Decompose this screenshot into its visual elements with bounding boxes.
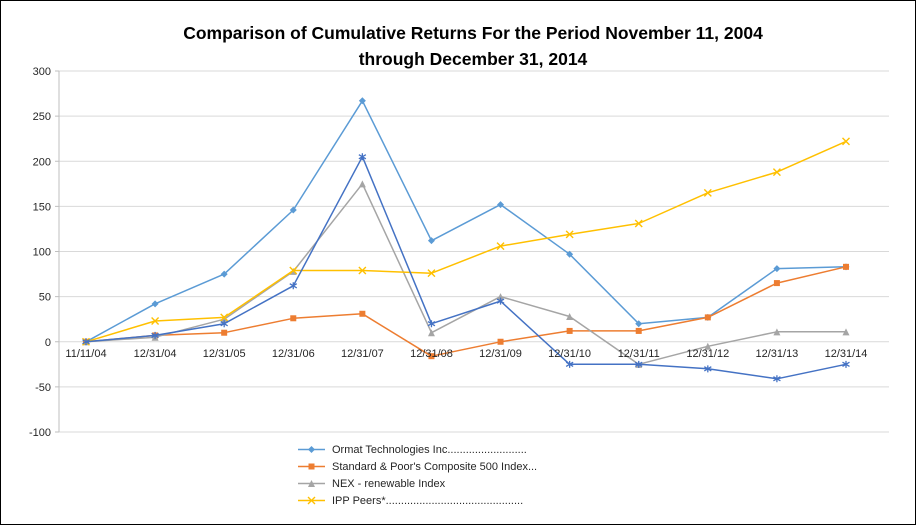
chart-title-line1: Comparison of Cumulative Returns For the… — [183, 23, 763, 43]
series-marker-1 — [497, 338, 504, 345]
legend-marker-nex — [298, 480, 325, 487]
series-marker-4 — [151, 331, 159, 339]
series-marker-3 — [772, 168, 781, 177]
series-marker-2 — [773, 328, 781, 336]
series-marker-3 — [289, 266, 298, 275]
series-marker-4 — [220, 320, 229, 328]
series-marker-0 — [289, 206, 297, 214]
series-marker-4 — [842, 360, 850, 368]
legend-swatch-marker — [308, 463, 315, 470]
legend-marker-sp500 — [298, 463, 325, 470]
legend-item-sp500: Standard & Poor's Composite 500 Index... — [297, 460, 537, 473]
series-marker-3 — [842, 137, 850, 146]
x-axis-label: 12/31/04 — [134, 348, 177, 360]
y-axis-label: 0 — [45, 337, 51, 349]
series-marker-0 — [358, 97, 366, 105]
x-axis-label: 11/11/04 — [65, 348, 106, 360]
series-marker-4 — [773, 375, 781, 383]
x-axis-label: 12/31/14 — [825, 348, 868, 360]
legend-item-nex: NEX - renewable Index — [297, 477, 537, 490]
series-marker-4 — [427, 320, 436, 328]
series-marker-3 — [427, 269, 436, 278]
series-marker-3 — [565, 230, 574, 239]
series-line-1 — [85, 266, 847, 357]
chart-title: Comparison of Cumulative Returns For the… — [45, 20, 901, 72]
series-marker-4 — [289, 282, 298, 290]
series-marker-3 — [634, 219, 643, 228]
series-marker-2 — [220, 315, 228, 323]
series-marker-3 — [496, 242, 505, 251]
series-marker-1 — [773, 280, 780, 287]
x-axis-label: 12/31/06 — [272, 348, 315, 360]
legend-swatch-marker — [308, 446, 315, 453]
series-marker-0 — [220, 270, 228, 278]
series-marker-4 — [496, 297, 505, 305]
series-marker-1 — [843, 263, 849, 270]
x-axis-label: 12/31/05 — [203, 348, 246, 360]
series-marker-0 — [427, 237, 435, 245]
y-axis-label: 200 — [33, 156, 51, 168]
legend-label-sp500: Standard & Poor's Composite 500 Index... — [332, 460, 538, 473]
series-marker-1 — [704, 314, 711, 321]
series-marker-4 — [82, 338, 90, 346]
series-marker-0 — [773, 265, 781, 273]
series-line-4 — [85, 155, 847, 380]
series-line-2 — [85, 183, 846, 366]
x-axis-label: 12/31/13 — [755, 348, 798, 360]
series-marker-2 — [358, 180, 366, 188]
series-marker-2 — [566, 312, 574, 320]
series-marker-3 — [151, 316, 160, 325]
series-marker-2 — [842, 328, 850, 336]
series-marker-1 — [290, 315, 297, 322]
series-line-3 — [85, 140, 847, 343]
series-marker-2 — [427, 329, 435, 337]
y-axis-label: 100 — [33, 247, 51, 259]
series-marker-3 — [703, 188, 712, 197]
chart-legend: Ormat Technologies Inc..................… — [297, 443, 537, 507]
x-axis-label: 12/31/10 — [548, 348, 591, 360]
series-marker-0 — [566, 250, 574, 258]
series-marker-1 — [221, 329, 228, 336]
legend-swatch-marker — [308, 480, 315, 487]
series-marker-1 — [359, 310, 366, 317]
series-marker-0 — [151, 300, 159, 308]
legend-item-ipp-peers: IPP Peers*..............................… — [297, 494, 537, 507]
series-marker-1 — [566, 327, 573, 334]
legend-label-ormat: Ormat Technologies Inc..................… — [332, 443, 527, 456]
series-marker-2 — [704, 342, 712, 350]
legend-swatch-marker — [307, 496, 316, 505]
x-axis-label: 12/31/11 — [618, 348, 660, 360]
x-axis-label: 12/31/08 — [410, 348, 453, 360]
series-marker-0 — [497, 201, 505, 209]
y-axis-label: -50 — [35, 382, 51, 394]
series-marker-3 — [358, 266, 367, 275]
x-axis-label: 12/31/09 — [479, 348, 522, 360]
series-marker-4 — [358, 153, 367, 161]
y-axis-label: -100 — [29, 427, 51, 439]
x-axis-label: 12/31/07 — [341, 348, 384, 360]
y-axis-label: 150 — [33, 201, 51, 213]
legend-marker-ipp-peers — [298, 496, 325, 505]
y-axis-label: 250 — [33, 111, 51, 123]
y-axis-label: 50 — [39, 292, 51, 304]
legend-marker-ormat — [298, 446, 325, 453]
series-marker-1 — [635, 327, 642, 334]
legend-label-nex: NEX - renewable Index — [332, 477, 446, 490]
series-marker-4 — [565, 360, 574, 368]
series-marker-4 — [703, 365, 712, 373]
legend-label-ipp-peers: IPP Peers*..............................… — [332, 494, 524, 507]
x-axis-label: 12/31/12 — [686, 348, 729, 360]
series-line-0 — [85, 100, 847, 343]
series-marker-3 — [220, 313, 229, 322]
legend-item-ormat: Ormat Technologies Inc..................… — [297, 443, 537, 456]
series-marker-2 — [497, 293, 505, 301]
series-marker-0 — [635, 320, 643, 328]
chart-title-line2: through December 31, 2014 — [358, 49, 588, 69]
y-axis-label: 300 — [33, 66, 51, 78]
series-marker-1 — [428, 353, 435, 360]
series-marker-4 — [634, 360, 643, 368]
